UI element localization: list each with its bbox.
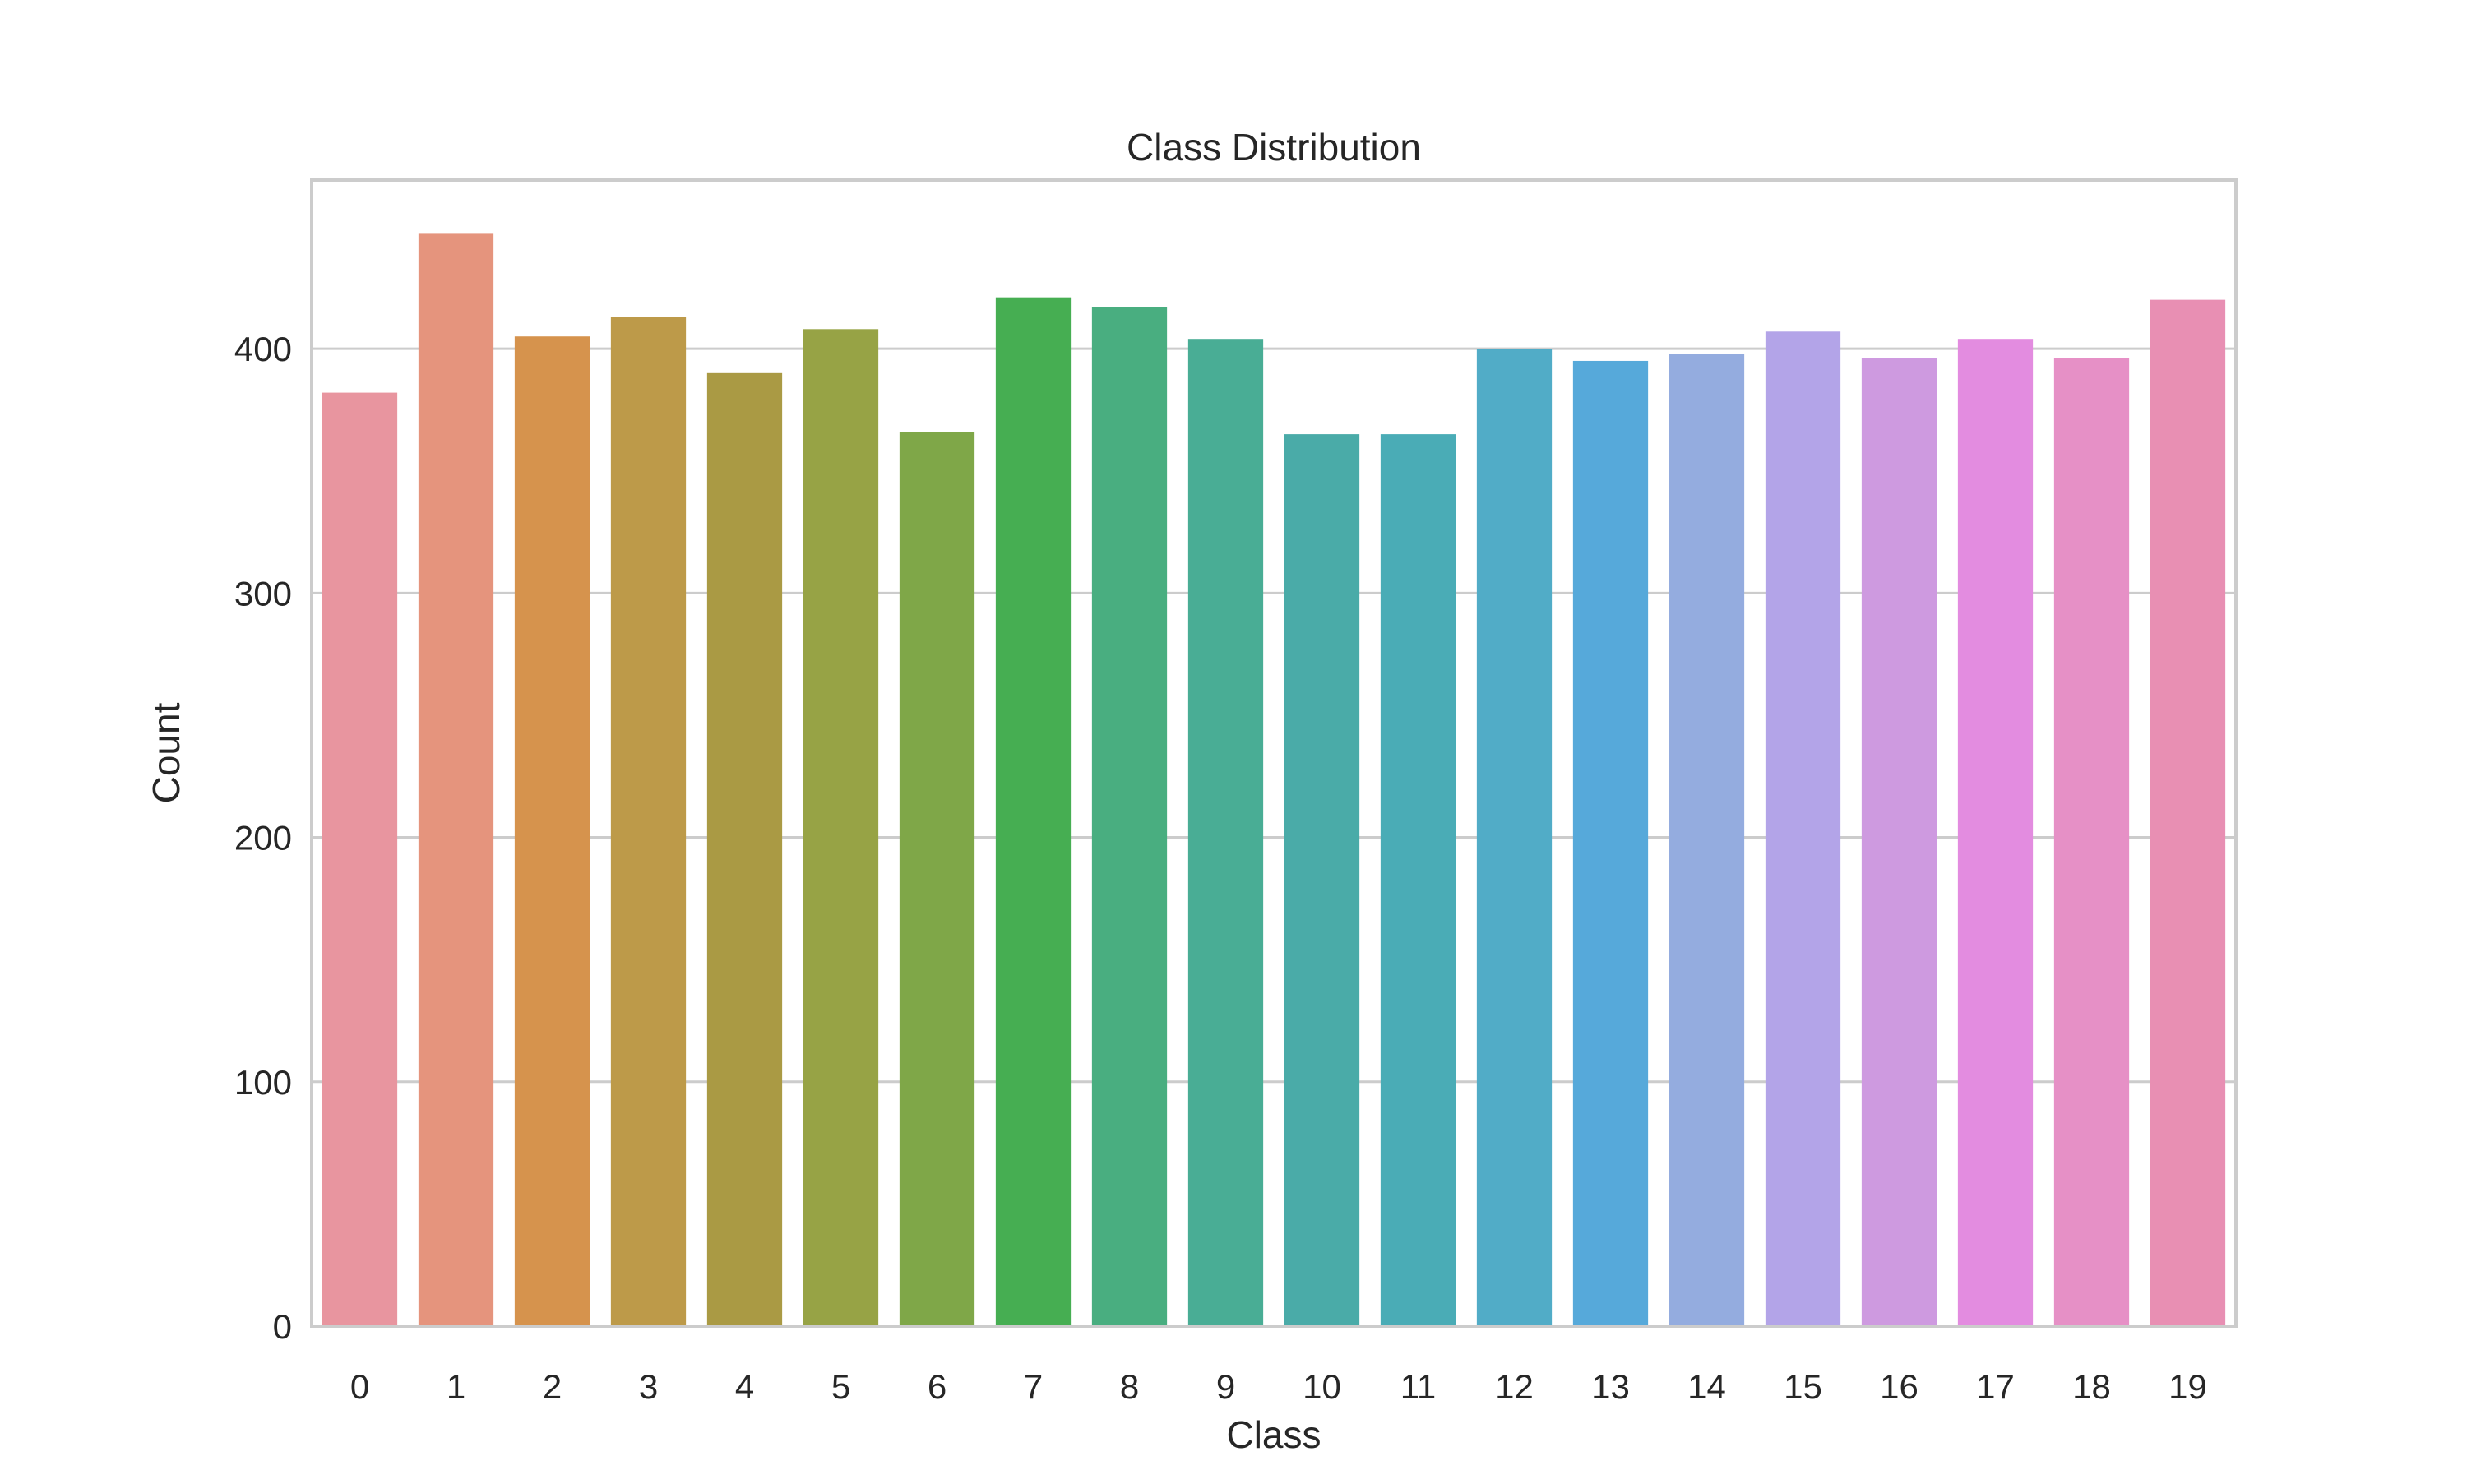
x-tick-labels: 0 1 2 3 4 5 6 7 8 9 10 11 12 13 14 15 16 17 18 19 — [350, 1367, 2207, 1406]
x-tick-label: 7 — [1024, 1367, 1043, 1406]
y-axis-label: Count — [145, 702, 187, 803]
x-tick-label: 9 — [1216, 1367, 1235, 1406]
bar-class-18 — [2053, 358, 2130, 1326]
x-tick-label: 2 — [543, 1367, 562, 1406]
bar-class-6 — [899, 432, 975, 1326]
x-tick-label: 8 — [1120, 1367, 1139, 1406]
bars — [322, 233, 2226, 1327]
gridlines — [312, 347, 2236, 1084]
bar-class-15 — [1765, 331, 1841, 1326]
x-tick-label: 3 — [639, 1367, 658, 1406]
bar-class-10 — [1284, 434, 1360, 1327]
x-tick-label: 16 — [1880, 1367, 1919, 1406]
x-tick-label: 0 — [350, 1367, 369, 1406]
bar-class-16 — [1861, 358, 1937, 1326]
x-axis-label: Class — [1226, 1413, 1321, 1456]
x-tick-label: 12 — [1495, 1367, 1534, 1406]
bar-class-11 — [1380, 434, 1456, 1327]
bar-class-0 — [322, 392, 398, 1326]
bar-class-13 — [1572, 360, 1649, 1326]
bar-class-14 — [1669, 354, 1745, 1326]
x-tick-label: 19 — [2168, 1367, 2207, 1406]
x-tick-label: 17 — [1976, 1367, 2015, 1406]
bar-class-19 — [2150, 299, 2226, 1326]
y-tick-label: 200 — [234, 819, 292, 858]
y-tick-label: 0 — [273, 1307, 292, 1346]
x-tick-label: 1 — [447, 1367, 465, 1406]
bar-class-12 — [1476, 349, 1553, 1327]
x-tick-label: 4 — [735, 1367, 754, 1406]
bar-class-2 — [514, 336, 590, 1326]
bar-class-7 — [995, 297, 1072, 1327]
y-tick-labels: 0 100 200 300 400 — [234, 330, 292, 1346]
bar-class-4 — [706, 372, 783, 1326]
x-tick-label: 10 — [1303, 1367, 1341, 1406]
x-tick-label: 5 — [831, 1367, 850, 1406]
x-tick-label: 14 — [1687, 1367, 1726, 1406]
x-tick-label: 15 — [1784, 1367, 1822, 1406]
x-tick-label: 13 — [1591, 1367, 1630, 1406]
x-tick-label: 18 — [2072, 1367, 2111, 1406]
chart-title: Class Distribution — [1127, 126, 1421, 169]
bar-class-3 — [610, 317, 687, 1326]
x-tick-label: 6 — [928, 1367, 947, 1406]
y-tick-label: 400 — [234, 330, 292, 368]
y-tick-label: 300 — [234, 574, 292, 613]
y-tick-label: 100 — [234, 1063, 292, 1102]
x-tick-label: 11 — [1400, 1367, 1437, 1406]
bar-class-8 — [1091, 307, 1168, 1327]
bar-class-17 — [1957, 339, 2034, 1327]
bar-class-1 — [418, 233, 494, 1327]
bar-class-5 — [803, 329, 879, 1326]
bar-class-9 — [1187, 339, 1264, 1327]
plot-frame — [310, 178, 2238, 1328]
